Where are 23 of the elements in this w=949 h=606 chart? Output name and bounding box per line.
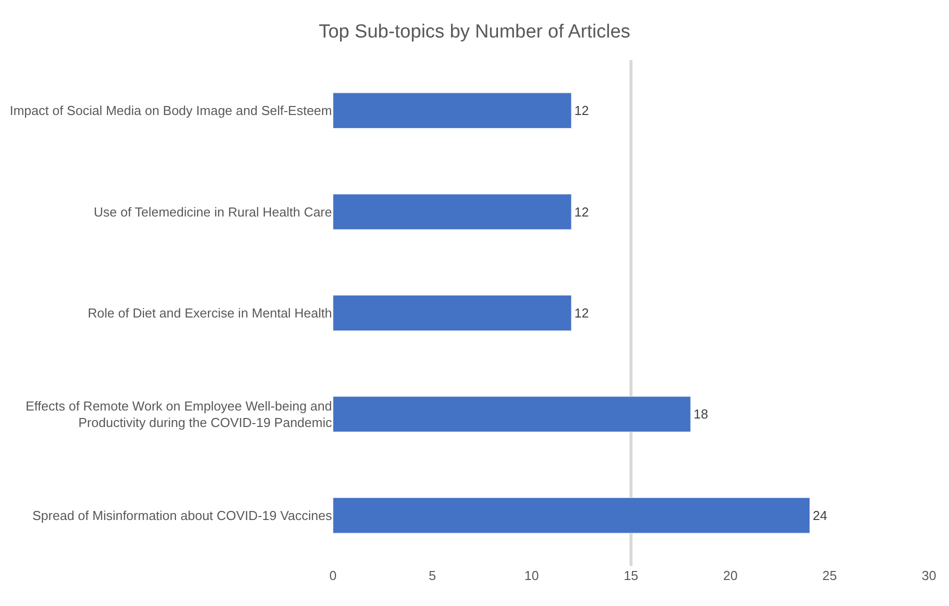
bar xyxy=(333,194,572,230)
data-label: 12 xyxy=(574,103,589,118)
x-tick-label: 30 xyxy=(922,568,936,583)
y-tick-label: Spread of Misinformation about COVID-19 Vaccines xyxy=(32,508,332,523)
bar xyxy=(333,295,572,331)
data-label: 24 xyxy=(812,508,828,523)
data-label: 12 xyxy=(574,306,589,320)
bar xyxy=(333,396,691,432)
x-tick-label: 0 xyxy=(329,568,337,583)
y-tick-label: Impact of Social Media on Body Image and Self-Esteem xyxy=(10,103,332,118)
x-tick-label: 15 xyxy=(624,568,638,583)
x-tick-label: 20 xyxy=(723,568,738,583)
x-tick-label: 10 xyxy=(524,568,539,583)
y-tick-label: Role of Diet and Exercise in Mental Health xyxy=(88,306,332,321)
x-tick-label: 25 xyxy=(822,568,837,583)
chart-title: Top Sub-topics by Number of Articles xyxy=(318,22,630,43)
bar xyxy=(333,497,810,534)
data-label: 12 xyxy=(574,204,589,220)
bar xyxy=(333,92,572,129)
data-label: 18 xyxy=(694,406,708,422)
y-tick-label: Use of Telemedicine in Rural Health Care xyxy=(94,204,332,220)
y-tick-label: Effects of Remote Work on Employee Well-being and Productivity during the COVID-19 Pandemic xyxy=(26,398,332,430)
x-tick-label: 5 xyxy=(428,568,436,583)
